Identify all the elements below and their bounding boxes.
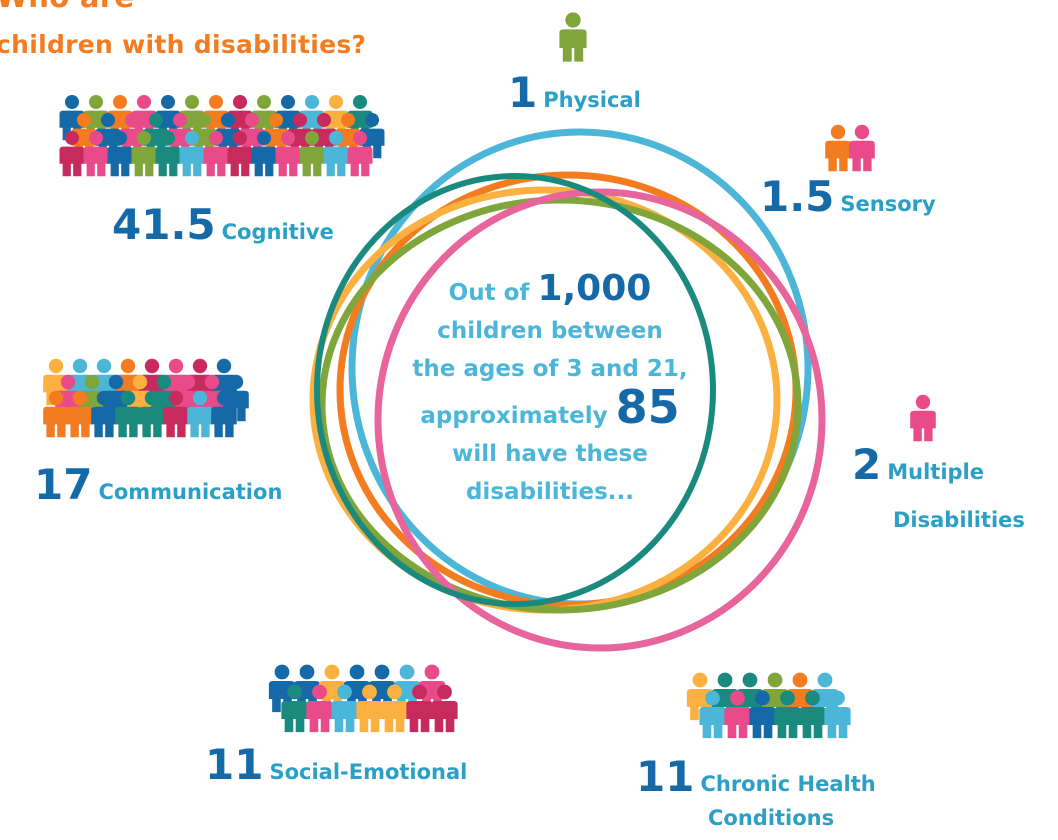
social-emotional-person-icon bbox=[356, 684, 383, 733]
label-multiple-disabilities: 2 Multiple bbox=[852, 440, 984, 489]
name-multiple-disabilities-2: Disabilities bbox=[893, 508, 1025, 532]
people-icons bbox=[43, 12, 936, 739]
social-emotional-person-icon bbox=[406, 684, 433, 733]
center-highlight: 85 bbox=[615, 380, 680, 434]
center-line-3: the ages of 3 and 21, bbox=[412, 356, 688, 382]
value-social-emotional: 11 bbox=[205, 740, 264, 789]
communication-person-icon bbox=[91, 390, 117, 438]
multiple-person-icon bbox=[910, 394, 936, 442]
communication-person-icon bbox=[211, 390, 237, 438]
value-multiple-disabilities: 2 bbox=[852, 440, 882, 489]
cognitive-person-icon bbox=[107, 130, 133, 177]
ring-pink bbox=[374, 188, 826, 652]
label-multiple-disabilities-line2: Disabilities bbox=[893, 508, 1025, 532]
name-sensory: Sensory bbox=[840, 192, 936, 216]
social-emotional-person-icon bbox=[306, 684, 333, 733]
value-chronic-health: 11 bbox=[636, 752, 695, 801]
cognitive-person-icon bbox=[155, 130, 181, 177]
name-multiple-disabilities: Multiple bbox=[887, 460, 984, 484]
center-line-1: Out of 1,000 bbox=[400, 270, 700, 312]
center-line-4: approximately 85 bbox=[400, 384, 700, 435]
cognitive-person-icon bbox=[203, 130, 229, 177]
label-communication: 17 Communication bbox=[34, 460, 282, 509]
cognitive-person-icon bbox=[251, 130, 277, 177]
label-social-emotional: 11 Social-Emotional bbox=[205, 740, 467, 789]
name-chronic-health-2: Conditions bbox=[708, 806, 835, 830]
social-emotional-person-icon bbox=[431, 684, 458, 733]
title-line-2: children with disabilities? bbox=[0, 30, 367, 59]
ring-green bbox=[318, 196, 802, 614]
communication-person-icon bbox=[115, 390, 141, 438]
physical-person-icon bbox=[559, 12, 587, 62]
communication-person-icon bbox=[43, 390, 69, 438]
cognitive-person-icon bbox=[59, 130, 85, 177]
cognitive-person-icon bbox=[299, 130, 325, 177]
cognitive-person-icon bbox=[179, 130, 205, 177]
communication-person-icon bbox=[139, 390, 165, 438]
center-prefix: Out of bbox=[448, 280, 530, 306]
label-physical: 1 Physical bbox=[508, 68, 641, 117]
chronic-health-person-icon bbox=[774, 690, 801, 739]
value-communication: 17 bbox=[34, 460, 93, 509]
cognitive-person-icon bbox=[83, 130, 109, 177]
value-sensory: 1.5 bbox=[760, 172, 835, 221]
cognitive-person-icon bbox=[323, 130, 349, 177]
sensory-person-icon bbox=[825, 124, 851, 172]
center-line-5: will have these bbox=[452, 441, 648, 467]
social-emotional-person-icon bbox=[281, 684, 308, 733]
cognitive-person-icon bbox=[275, 130, 301, 177]
center-approx: approximately bbox=[420, 403, 608, 429]
value-cognitive: 41.5 bbox=[112, 200, 216, 249]
sensory-person-icon bbox=[849, 124, 875, 172]
overlapping-rings bbox=[309, 128, 826, 652]
chronic-health-person-icon bbox=[749, 690, 776, 739]
chronic-health-person-icon bbox=[799, 690, 826, 739]
title-line-1: Who are bbox=[0, 0, 134, 14]
ring-teal bbox=[314, 173, 716, 607]
name-chronic-health: Chronic Health bbox=[700, 772, 876, 796]
communication-person-icon bbox=[67, 390, 93, 438]
name-cognitive: Cognitive bbox=[221, 220, 334, 244]
cognitive-person-icon bbox=[227, 130, 253, 177]
communication-person-icon bbox=[163, 390, 189, 438]
center-line-6: disabilities... bbox=[465, 479, 635, 505]
name-social-emotional: Social-Emotional bbox=[269, 760, 468, 784]
label-cognitive: 41.5 Cognitive bbox=[112, 200, 334, 249]
center-total: 1,000 bbox=[537, 268, 652, 309]
label-sensory: 1.5 Sensory bbox=[760, 172, 936, 221]
center-statement: Out of 1,000 children between the ages o… bbox=[400, 270, 700, 511]
social-emotional-person-icon bbox=[381, 684, 408, 733]
name-physical: Physical bbox=[543, 88, 641, 112]
cognitive-person-icon bbox=[347, 130, 373, 177]
social-emotional-person-icon bbox=[331, 684, 358, 733]
chronic-health-person-icon bbox=[699, 690, 726, 739]
label-chronic-health: 11 Chronic Health bbox=[636, 752, 876, 801]
chronic-health-person-icon bbox=[724, 690, 751, 739]
communication-person-icon bbox=[187, 390, 213, 438]
center-line-2: children between bbox=[437, 318, 663, 344]
chronic-health-person-icon bbox=[824, 690, 851, 739]
label-chronic-health-line2: Conditions bbox=[708, 806, 834, 830]
value-physical: 1 bbox=[508, 68, 538, 117]
cognitive-person-icon bbox=[131, 130, 157, 177]
name-communication: Communication bbox=[98, 480, 283, 504]
